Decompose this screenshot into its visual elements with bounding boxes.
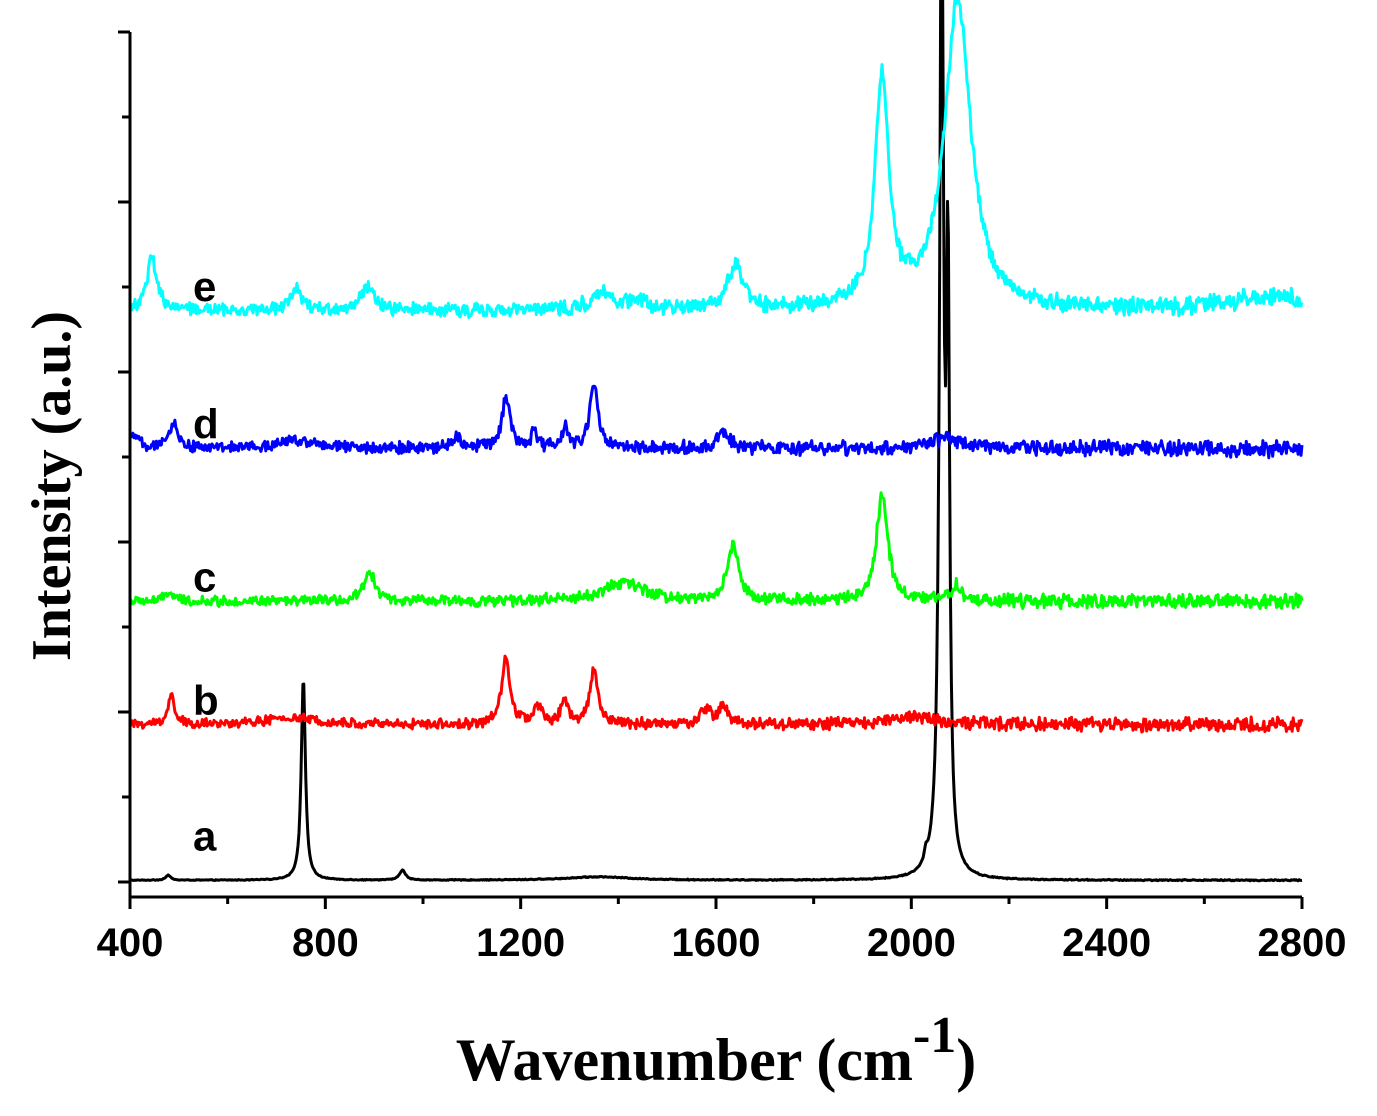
series-label-b: b [193,677,219,724]
x-axis-title: Wavenumber (cm-1) [456,1007,977,1093]
series-label-d: d [193,401,219,448]
x-tick-label: 2800 [1258,921,1347,965]
x-tick-label: 400 [97,921,164,965]
x-tick-label: 1600 [672,921,761,965]
x-axis-title-close: ) [956,1027,976,1093]
series-e-line [128,0,1304,319]
x-axis-title-superscript: -1 [913,1007,956,1064]
series-label-e: e [193,263,216,310]
series-labels: a b c d e [193,263,219,860]
x-tick-label: 2000 [867,921,956,965]
x-tick-label: 1200 [476,921,565,965]
y-ticks [118,30,130,884]
x-tick-label: 800 [292,921,359,965]
series-d-line [128,384,1304,460]
series-label-c: c [193,554,216,601]
x-ticks: 400 800 1200 1600 2000 2400 2800 [97,897,1347,965]
series-b-line [128,654,1304,734]
series-a-line [129,0,1303,883]
series-label-a: a [193,812,217,859]
spectra-traces [128,0,1304,883]
x-axis-title-main: Wavenumber (cm [456,1027,913,1093]
x-tick-label: 2400 [1062,921,1151,965]
series-c-line [128,491,1304,611]
y-axis-title: Intensity (a.u.) [21,311,83,661]
